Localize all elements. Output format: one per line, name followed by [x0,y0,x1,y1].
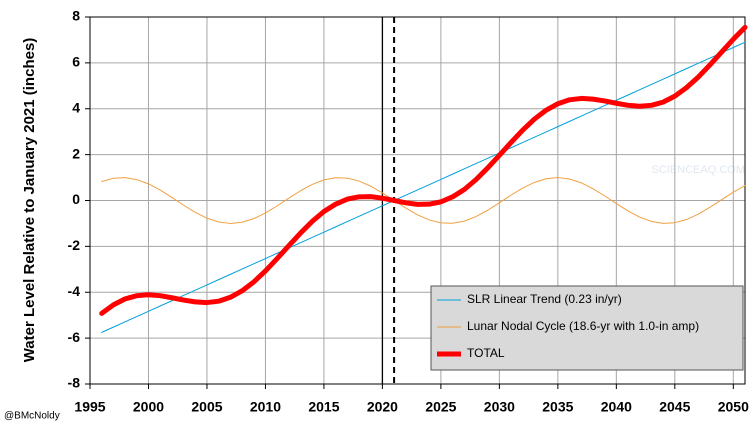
x-tick-label: 2010 [250,399,281,415]
x-tick-label: 2035 [542,399,573,415]
y-tick-label: 6 [72,54,80,70]
credit: @BMcNoldy [4,411,60,422]
legend-box [430,285,744,371]
watermark: SCIENCEAQ.COM [651,164,745,176]
y-tick-label: 4 [72,99,80,115]
x-tick-label: 2025 [425,399,456,415]
series-line [101,177,746,224]
y-axis-label: Water Level Relative to January 2021 (in… [21,38,38,363]
y-tick-label: -2 [68,237,81,253]
x-tick-label: 2050 [718,399,749,415]
x-tick-label: 2045 [659,399,690,415]
x-tick-label: 2040 [601,399,632,415]
legend-label: Lunar Nodal Cycle (18.6-yr with 1.0-in a… [467,319,699,333]
series-line [101,41,746,333]
y-tick-label: -8 [68,375,81,391]
x-tick-label: 1995 [74,399,105,415]
y-tick-label: -4 [68,283,81,299]
plot-border [89,16,746,385]
x-tick-label: 2005 [191,399,222,415]
y-tick-label: 8 [72,8,80,24]
y-tick-label: 0 [72,191,80,207]
legend-label: TOTAL [467,346,505,360]
x-tick-label: 2000 [133,399,164,415]
series-line [99,24,748,316]
y-tick-label: 2 [72,145,80,161]
x-tick-label: 2020 [367,399,398,415]
y-tick-label: -6 [68,329,81,345]
x-tick-label: 2015 [308,399,339,415]
legend-label: SLR Linear Trend (0.23 in/yr) [467,292,622,306]
x-tick-label: 2030 [484,399,515,415]
